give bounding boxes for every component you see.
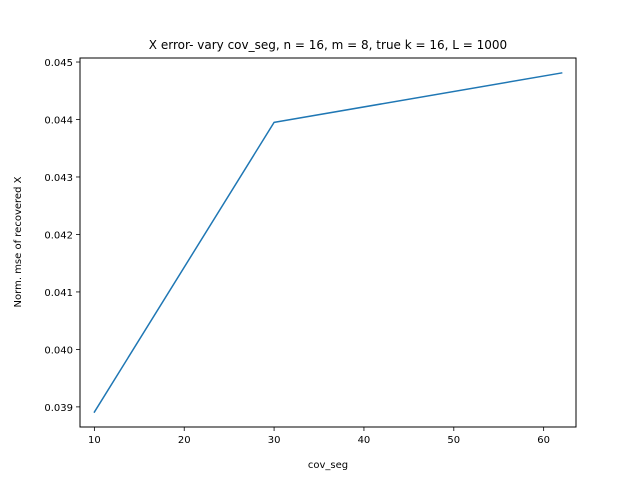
chart-title: X error- vary cov_seg, n = 16, m = 8, tr… (149, 38, 507, 52)
series-line (93, 72, 563, 414)
y-tick-label: 0.040 (44, 345, 73, 356)
y-tick-label: 0.039 (44, 403, 73, 414)
x-axis-label: cov_seg (308, 460, 348, 471)
x-tick-label: 40 (358, 435, 371, 446)
plot-area (93, 72, 563, 414)
axes-frame (79, 57, 577, 428)
y-tick-label: 0.043 (44, 173, 73, 184)
x-tick-label: 30 (268, 435, 281, 446)
x-axis: 10 20 30 40 50 60 (88, 427, 550, 446)
y-axis-label: Norm. mse of recovered X (13, 176, 24, 307)
y-tick-label: 0.045 (44, 58, 73, 69)
y-tick-label: 0.042 (44, 230, 73, 241)
y-tick-label: 0.041 (44, 288, 73, 299)
x-tick-label: 10 (88, 435, 101, 446)
x-tick-label: 50 (447, 435, 460, 446)
x-tick-label: 20 (178, 435, 191, 446)
x-tick-label: 60 (537, 435, 550, 446)
y-axis: 0.039 0.040 0.041 0.042 0.043 0.044 0.045 (44, 58, 80, 414)
y-tick-label: 0.044 (44, 116, 73, 127)
